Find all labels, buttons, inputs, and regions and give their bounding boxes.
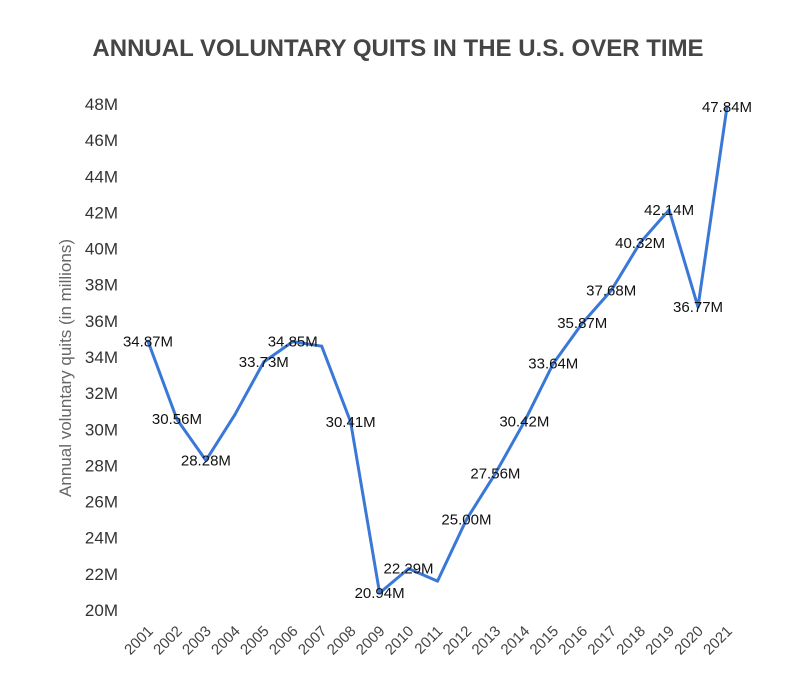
data-point xyxy=(233,413,237,417)
x-tick-label: 2018 xyxy=(613,623,649,659)
data-point xyxy=(493,471,497,475)
y-tick-label: 38M xyxy=(85,276,118,295)
x-tick-label: 2005 xyxy=(237,623,273,659)
x-tick-label: 2021 xyxy=(700,623,736,659)
data-point xyxy=(262,360,266,364)
data-label: 30.56M xyxy=(152,411,202,428)
data-label: 42.14M xyxy=(644,202,694,219)
data-label: 27.56M xyxy=(470,465,520,482)
x-tick-label: 2014 xyxy=(498,623,534,659)
x-axis-ticks: 2001200220032004200520062007200820092010… xyxy=(121,623,736,659)
x-tick-label: 2017 xyxy=(584,623,620,659)
data-point xyxy=(696,305,700,309)
data-label: 30.41M xyxy=(326,414,376,431)
x-tick-label: 2009 xyxy=(353,623,389,659)
data-label: 35.87M xyxy=(557,315,607,332)
y-tick-label: 22M xyxy=(85,565,118,584)
data-point xyxy=(378,591,382,595)
y-axis-ticks: 20M 22M 24M 26M 28M 30M 32M 34M 36M 38M 40M 42M 44M 4… xyxy=(85,95,118,620)
data-point xyxy=(407,567,411,571)
data-label: 34.87M xyxy=(123,333,173,350)
x-tick-label: 2004 xyxy=(208,623,244,659)
y-axis-label: Annual voluntary quits (in millions) xyxy=(56,239,75,497)
data-label: 47.84M xyxy=(702,99,752,116)
x-tick-label: 2010 xyxy=(382,623,418,659)
y-tick-label: 32M xyxy=(85,384,118,403)
data-point xyxy=(609,288,613,292)
y-tick-label: 20M xyxy=(85,601,118,620)
x-tick-label: 2007 xyxy=(295,623,331,659)
data-point xyxy=(291,340,295,344)
data-point xyxy=(464,518,468,522)
y-tick-label: 44M xyxy=(85,167,118,186)
data-point xyxy=(667,208,671,212)
y-tick-label: 26M xyxy=(85,493,118,512)
x-tick-label: 2003 xyxy=(179,623,215,659)
data-label: 33.64M xyxy=(528,356,578,373)
data-label: 37.68M xyxy=(586,282,636,299)
data-label: 34.85M xyxy=(268,334,318,351)
x-tick-label: 2016 xyxy=(555,623,591,659)
data-label: 36.77M xyxy=(673,299,723,316)
x-tick-label: 2011 xyxy=(411,623,446,658)
data-point xyxy=(146,339,150,343)
data-label: 25.00M xyxy=(441,512,491,529)
y-tick-label: 28M xyxy=(85,456,118,475)
data-point xyxy=(725,105,729,109)
x-tick-label: 2002 xyxy=(150,623,186,659)
data-point xyxy=(320,344,324,348)
data-point xyxy=(204,458,208,462)
y-tick-label: 34M xyxy=(85,348,118,367)
y-tick-label: 46M xyxy=(85,131,118,150)
y-tick-label: 48M xyxy=(85,95,118,114)
data-point xyxy=(638,241,642,245)
data-labels: 34.87M 30.56M 28.28M 33.73M 34.85M 30.41M 20.9… xyxy=(123,99,752,602)
data-point xyxy=(522,420,526,424)
data-label: 30.42M xyxy=(499,414,549,431)
data-point xyxy=(175,417,179,421)
data-label: 22.29M xyxy=(384,561,434,578)
x-tick-label: 2013 xyxy=(469,623,505,659)
data-label: 40.32M xyxy=(615,235,665,252)
series-line xyxy=(146,106,729,595)
data-point xyxy=(349,420,353,424)
data-label: 28.28M xyxy=(181,452,231,469)
x-tick-label: 2012 xyxy=(440,623,476,659)
x-tick-label: 2001 xyxy=(121,623,157,659)
y-tick-label: 40M xyxy=(85,240,118,259)
x-tick-label: 2006 xyxy=(266,623,302,659)
x-tick-label: 2019 xyxy=(642,623,678,659)
y-tick-label: 36M xyxy=(85,312,118,331)
x-tick-label: 2008 xyxy=(324,623,360,659)
x-tick-label: 2015 xyxy=(527,623,563,659)
data-point xyxy=(436,579,439,583)
data-label: 33.73M xyxy=(239,354,289,371)
x-tick-label: 2020 xyxy=(671,623,707,659)
data-point xyxy=(580,321,584,325)
data-label: 20.94M xyxy=(355,585,405,602)
y-tick-label: 30M xyxy=(85,420,118,439)
data-point xyxy=(551,362,555,366)
y-tick-label: 24M xyxy=(85,529,118,548)
y-tick-label: 42M xyxy=(85,203,118,222)
chart-title: ANNUAL VOLUNTARY QUITS IN THE U.S. OVER … xyxy=(92,35,703,62)
series-group xyxy=(146,105,729,595)
